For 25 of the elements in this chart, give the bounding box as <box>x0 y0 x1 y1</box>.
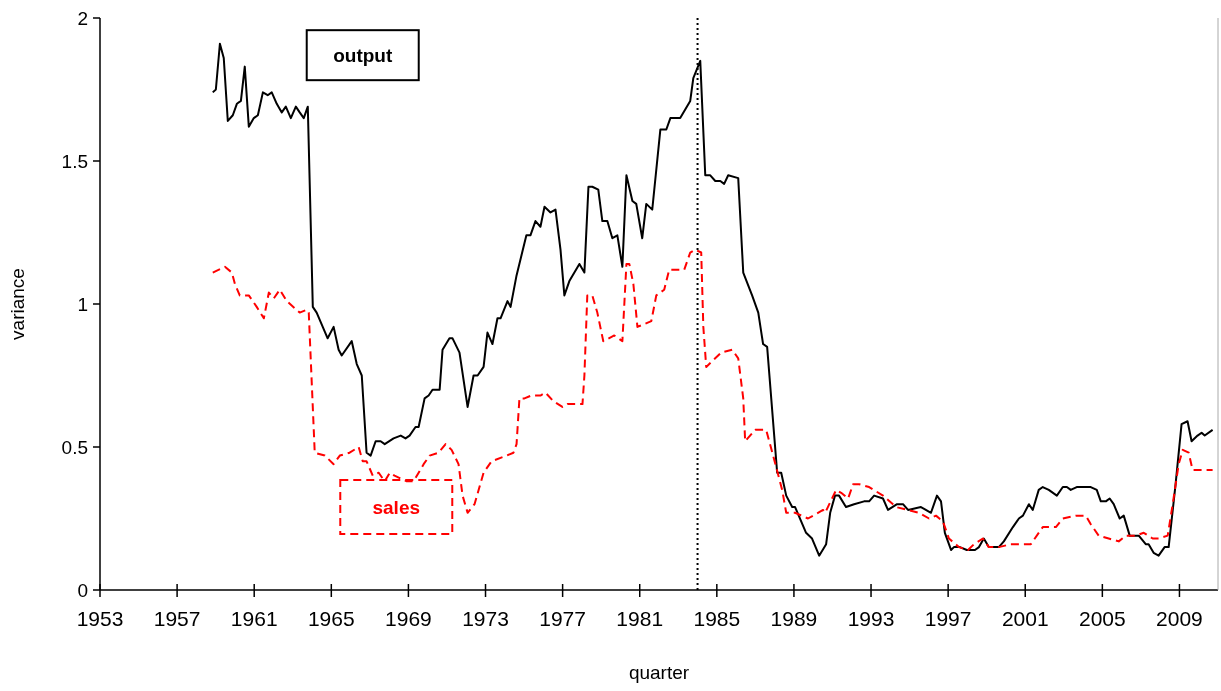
x-axis-title: quarter <box>628 662 690 683</box>
x-tick-label: 1957 <box>153 607 201 630</box>
x-tick-label: 1969 <box>385 607 432 630</box>
x-tick-label: 1953 <box>76 607 124 630</box>
y-tick-label: 2 <box>77 7 88 29</box>
y-axis-title: variance <box>7 268 28 340</box>
y-tick-label: 0 <box>77 579 88 601</box>
x-tick-label: 1973 <box>462 607 509 630</box>
y-tick-label: 1 <box>77 293 88 315</box>
series-label: sales <box>372 496 421 518</box>
x-tick-label: 1989 <box>770 607 818 630</box>
x-tick-label: 1977 <box>539 607 586 630</box>
text: output <box>333 44 393 66</box>
x-tick-label: 1965 <box>307 607 355 630</box>
y-tick-label: 0.5 <box>61 436 88 458</box>
x-tick-label: 1981 <box>616 607 664 630</box>
x-tick-label: 2005 <box>1078 607 1126 630</box>
x-tick-label: 1997 <box>924 607 972 630</box>
x-tick-label: 1993 <box>847 607 895 630</box>
line-series <box>211 248 1214 551</box>
x-tick-label: 1985 <box>693 607 741 630</box>
x-tick-label: 1961 <box>230 607 278 630</box>
x-tick-label: 2009 <box>1156 607 1203 630</box>
x-tick-label: 2001 <box>1001 607 1049 630</box>
y-tick-label: 1.5 <box>61 150 88 172</box>
